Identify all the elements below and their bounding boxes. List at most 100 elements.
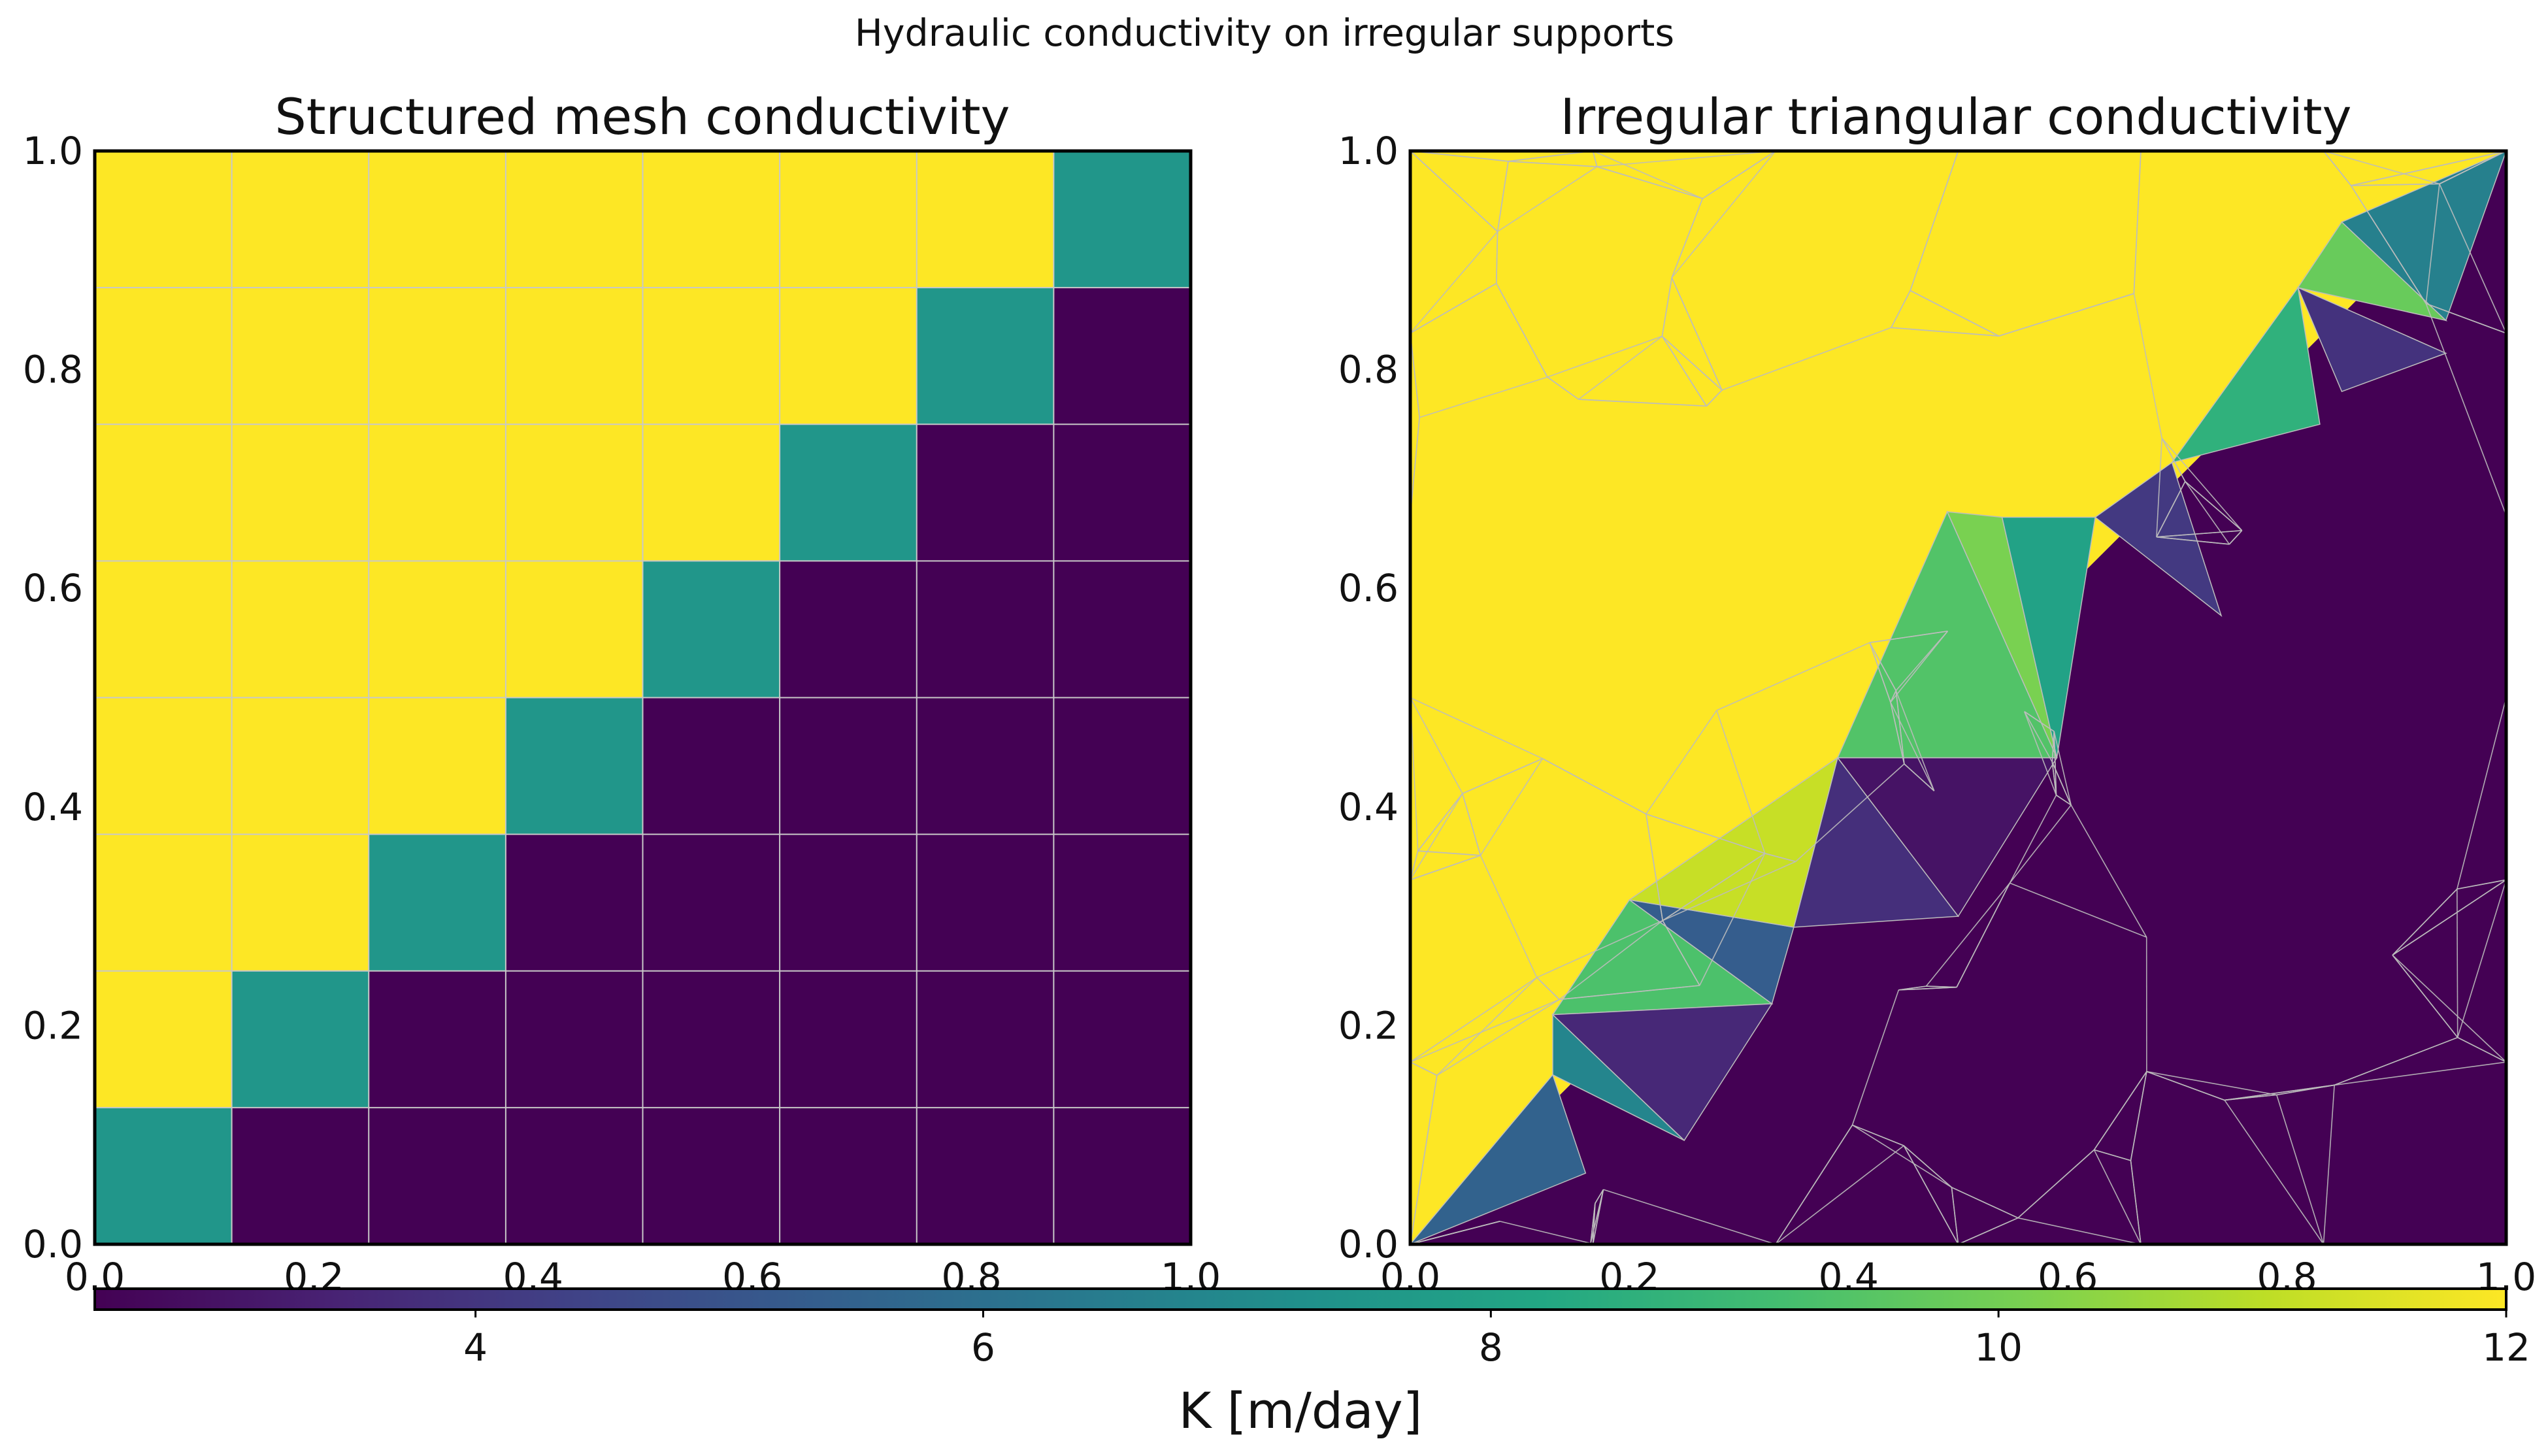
grid-cell xyxy=(505,970,644,1108)
mesh-edge xyxy=(1559,985,1700,1001)
band-triangle xyxy=(2341,150,2507,322)
mesh-edge xyxy=(1869,642,1896,691)
mesh-edge xyxy=(1721,327,1892,391)
triangular-ytick-label: 0.6 xyxy=(1338,566,1398,610)
mesh-edge xyxy=(1508,150,1593,162)
triangular-ytick-label: 0.0 xyxy=(1338,1222,1398,1266)
grid-cell xyxy=(780,697,918,835)
grid-cell xyxy=(505,697,644,835)
grid-cell xyxy=(95,561,233,699)
mesh-edge xyxy=(1661,335,1723,391)
grid-cell xyxy=(1053,834,1191,972)
mesh-edge xyxy=(1910,150,1959,291)
colorbar-tick-label: 10 xyxy=(1974,1325,2023,1370)
mesh-edge xyxy=(1592,1203,1596,1245)
grid-cell xyxy=(780,834,918,972)
mesh-edge xyxy=(1661,336,1708,406)
triangular-ytick-label: 0.4 xyxy=(1338,785,1398,829)
mesh-edge xyxy=(2161,438,2186,482)
mesh-edge xyxy=(1775,1145,1904,1245)
mesh-edge xyxy=(2024,711,2055,732)
grid-cell xyxy=(95,424,233,561)
mesh-edge xyxy=(2009,795,2057,884)
mesh-edge xyxy=(1578,399,1707,407)
mesh-edge xyxy=(2053,731,2057,795)
mesh-edge xyxy=(1775,1125,1853,1245)
grid-cell xyxy=(916,424,1054,561)
structured-axes-frame xyxy=(93,149,1193,1246)
colorbar-tick-label: 4 xyxy=(463,1325,488,1370)
grid-cell xyxy=(642,1107,780,1245)
mesh-edge xyxy=(2334,1036,2458,1086)
grid-cell xyxy=(231,288,369,425)
mesh-edge xyxy=(1436,999,1560,1076)
grid-cell xyxy=(916,561,1054,699)
grid-cell xyxy=(369,1107,506,1245)
colorbar-tick-label: 6 xyxy=(971,1325,995,1370)
triangular-panel-title: Irregular triangular conductivity xyxy=(1561,88,2352,146)
mesh-edge xyxy=(1903,1145,1959,1245)
grid-cell xyxy=(642,288,780,425)
grid-cell xyxy=(505,288,644,425)
colorbar-label: K [m/day] xyxy=(1179,1382,1423,1440)
mesh-edge xyxy=(2457,1036,2507,1063)
mesh-edge xyxy=(2133,293,2163,438)
mesh-edge xyxy=(2070,804,2147,938)
band-triangle xyxy=(2001,516,2096,758)
mesh-edge xyxy=(2275,1095,2325,1245)
grid-cell xyxy=(369,970,506,1108)
mesh-edge xyxy=(2185,481,2230,545)
mesh-edge xyxy=(1890,702,1935,791)
grid-cell xyxy=(642,561,780,699)
mesh-edge xyxy=(1495,231,1498,284)
mesh-edge xyxy=(1497,166,1598,233)
structured-ytick-label: 0.2 xyxy=(23,1003,83,1048)
grid-cell xyxy=(95,970,233,1108)
mesh-edge xyxy=(2323,150,2440,185)
grid-cell xyxy=(780,1107,918,1245)
mesh-edge xyxy=(1410,1061,1438,1076)
grid-cell xyxy=(1053,970,1191,1108)
grid-cell xyxy=(505,834,644,972)
mesh-edge xyxy=(1410,282,1497,334)
mesh-edge xyxy=(1956,882,2011,988)
triangular-axes-frame xyxy=(1408,149,2508,1246)
mesh-edge xyxy=(1671,277,1723,391)
band-triangle xyxy=(1410,1074,1587,1245)
mesh-edge xyxy=(2351,150,2507,186)
mesh-edge xyxy=(1702,150,1776,199)
mesh-edge xyxy=(1603,1189,1776,1245)
mesh-edge xyxy=(2392,955,2458,1038)
mesh-edge xyxy=(2425,303,2507,516)
band-triangle xyxy=(2296,286,2447,393)
mesh-edge xyxy=(1410,150,1509,162)
grid-cell xyxy=(1053,697,1191,835)
mesh-edge xyxy=(1661,277,1673,337)
mesh-edge xyxy=(1662,853,1766,921)
mesh-edge xyxy=(1410,231,1498,334)
band-triangle xyxy=(2094,461,2223,618)
mesh-edge xyxy=(2439,184,2507,334)
grid-cell xyxy=(231,151,369,288)
mesh-edge xyxy=(1480,855,1538,978)
mesh-edge xyxy=(2156,438,2163,537)
mesh-edge xyxy=(2156,536,2230,545)
grid-cell xyxy=(1053,561,1191,699)
mesh-edge xyxy=(2351,183,2440,186)
grid-cell xyxy=(1053,288,1191,425)
mesh-edge xyxy=(2457,889,2458,1038)
mesh-edge xyxy=(1869,631,1948,644)
mesh-edge xyxy=(1706,389,1723,406)
mesh-edge xyxy=(1419,376,1548,418)
mesh-edge xyxy=(1910,290,2000,337)
mesh-edge xyxy=(2009,804,2072,884)
mesh-edge xyxy=(2053,731,2072,806)
structured-ytick-label: 0.6 xyxy=(23,566,83,610)
triangular-mesh-lines xyxy=(1410,150,2507,1245)
grid-cell xyxy=(95,697,233,835)
grid-cell xyxy=(780,151,918,288)
mesh-edge xyxy=(2224,1100,2325,1245)
grid-cell xyxy=(95,288,233,425)
mesh-edge xyxy=(2457,880,2507,1038)
mesh-edge xyxy=(2156,530,2242,538)
